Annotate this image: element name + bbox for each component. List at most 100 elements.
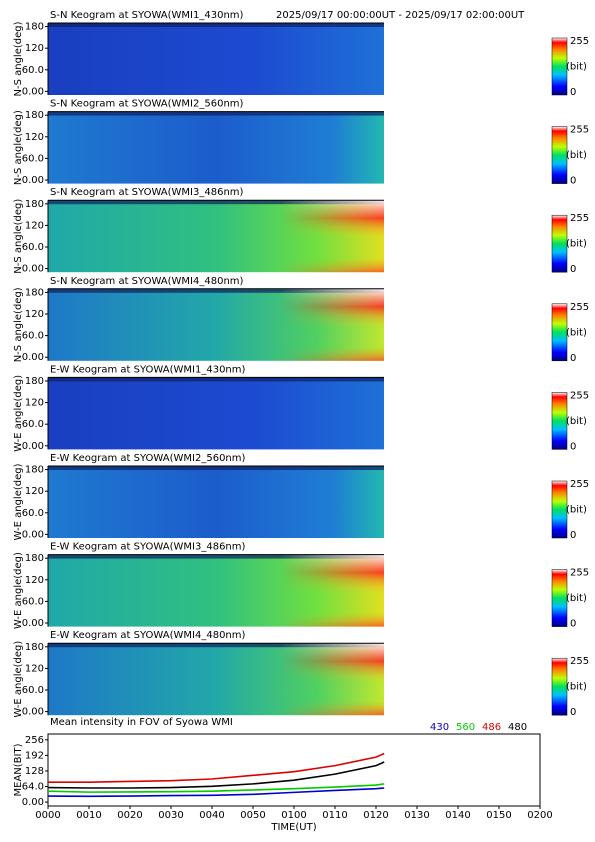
colorbar [551, 126, 568, 184]
y-tick-label: 120 [25, 575, 44, 586]
x-tick-label: 0110 [322, 810, 347, 821]
series-line [47, 787, 385, 798]
colorbar-max: 255 [570, 125, 589, 136]
panel-title: S-N Keogram at SYOWA(WMI4_480nm) [50, 276, 244, 287]
keogram-image [48, 377, 384, 450]
colorbar-min: 0 [570, 707, 576, 718]
y-tick-label: 120 [25, 486, 44, 497]
y-tick-label: 120 [25, 132, 44, 143]
y-axis-label: N-S angle(deg) [13, 110, 24, 185]
y-tick-label: 180 [25, 110, 44, 121]
y-tick-label: 180 [25, 553, 44, 564]
x-tick-label: 0020 [117, 810, 142, 821]
x-tick-label: 0100 [281, 810, 306, 821]
colorbar-unit: (bit) [566, 593, 587, 604]
y-tick-label: 60.0 [22, 153, 44, 164]
keogram-image [48, 23, 384, 95]
y-tick-label: 120 [25, 309, 44, 320]
y-tick-label: 0.00 [22, 797, 44, 808]
colorbar [551, 303, 568, 362]
panel-title: E-W Keogram at SYOWA(WMI4_480nm) [50, 630, 246, 641]
colorbar-min: 0 [570, 530, 576, 541]
colorbar-min: 0 [570, 619, 576, 630]
y-tick-label: 60.0 [22, 242, 44, 253]
x-tick-label: 0120 [363, 810, 388, 821]
y-tick-label: 60.0 [22, 331, 44, 342]
colorbar [551, 37, 568, 96]
y-tick-label: 0.00 [22, 86, 44, 97]
colorbar-max: 255 [570, 568, 589, 579]
panel-title: S-N Keogram at SYOWA(WMI2_560nm) [50, 99, 244, 110]
y-tick-label: 120 [25, 663, 44, 674]
colorbar-unit: (bit) [566, 239, 587, 250]
keogram-top-band [48, 200, 384, 205]
y-tick-label: 64.0 [22, 782, 44, 793]
colorbar-unit: (bit) [566, 505, 587, 516]
y-axis-label: W-E angle(deg) [13, 375, 24, 452]
x-tick-label: 0130 [404, 810, 429, 821]
keogram-top-band [48, 111, 384, 116]
colorbar-max: 255 [570, 36, 589, 47]
colorbar-max: 255 [570, 213, 589, 224]
x-tick-label: 0000 [35, 810, 60, 821]
legend-entry: 480 [508, 722, 527, 733]
colorbar-max: 255 [570, 390, 589, 401]
keogram-bright [280, 288, 384, 361]
y-tick-label: 60.0 [22, 596, 44, 607]
colorbar-unit: (bit) [566, 150, 587, 161]
keogram-bright [280, 643, 384, 716]
y-tick-label: 180 [25, 465, 44, 476]
y-tick-label: 256 [25, 735, 44, 746]
x-tick-label: 0200 [527, 810, 552, 821]
y-tick-label: 180 [25, 642, 44, 653]
panel-title: S-N Keogram at SYOWA(WMI3_486nm) [50, 187, 244, 198]
y-axis-label: N-S angle(deg) [13, 21, 24, 96]
colorbar [551, 480, 568, 539]
y-tick-label: 0.00 [22, 441, 44, 452]
y-tick-label: 180 [25, 22, 44, 33]
panel-title: S-N Keogram at SYOWA(WMI1_430nm) [50, 10, 244, 21]
y-axis-label: N-S angle(deg) [13, 199, 24, 274]
x-tick-label: 0150 [486, 810, 511, 821]
y-tick-label: 60.0 [22, 685, 44, 696]
colorbar-unit: (bit) [566, 327, 587, 338]
y-tick-label: 60.0 [22, 419, 44, 430]
keogram-image [48, 111, 384, 184]
y-tick-label: 180 [25, 376, 44, 387]
y-tick-label: 0.00 [22, 352, 44, 363]
y-tick-label: 0.00 [22, 264, 44, 275]
x-tick-label: 0030 [158, 810, 183, 821]
legend-entry: 430 [430, 722, 449, 733]
keogram-bright [280, 554, 384, 627]
series-line [47, 783, 385, 793]
keogram-top-band [48, 554, 384, 559]
legend-entry: 560 [456, 722, 475, 733]
colorbar [551, 214, 568, 273]
colorbar-min: 0 [570, 176, 576, 187]
y-tick-label: 0.00 [22, 707, 44, 718]
y-axis-label: W-E angle(deg) [13, 463, 24, 540]
y-tick-label: 60.0 [22, 508, 44, 519]
x-tick-label: 0050 [240, 810, 265, 821]
y-tick-label: 0.00 [22, 618, 44, 629]
panel-title: E-W Keogram at SYOWA(WMI2_560nm) [50, 453, 246, 464]
y-tick-label: 120 [25, 220, 44, 231]
x-axis-label: TIME(UT) [270, 822, 316, 833]
colorbar-max: 255 [570, 479, 589, 490]
x-tick-label: 0010 [76, 810, 101, 821]
colorbar-unit: (bit) [566, 416, 587, 427]
x-tick-label: 0140 [445, 810, 470, 821]
colorbar-max: 255 [570, 656, 589, 667]
y-tick-label: 128 [25, 766, 44, 777]
panel-title: E-W Keogram at SYOWA(WMI3_486nm) [50, 542, 246, 553]
colorbar-min: 0 [570, 87, 576, 98]
colorbar-min: 0 [570, 441, 576, 452]
keogram-bright [280, 200, 384, 273]
y-axis-label: MEAN(BIT) [13, 743, 24, 796]
keogram-image [48, 466, 384, 538]
y-axis-label: W-E angle(deg) [13, 641, 24, 718]
y-tick-label: 60.0 [22, 65, 44, 76]
y-tick-label: 0.00 [22, 175, 44, 186]
y-tick-label: 0.00 [22, 529, 44, 540]
